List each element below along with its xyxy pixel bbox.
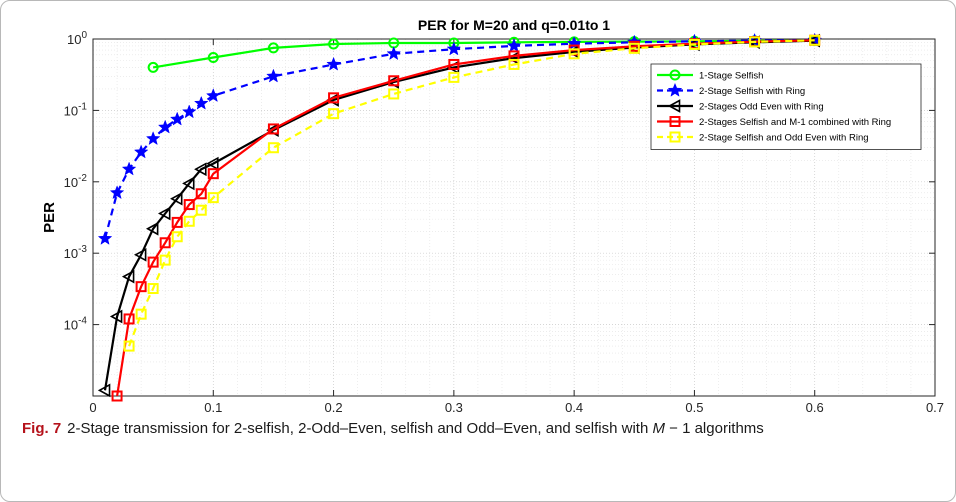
- data-point-series-3: [109, 309, 123, 324]
- data-point-series-4: [448, 58, 460, 70]
- data-point-series-3: [194, 162, 207, 177]
- data-point-series-5: [809, 34, 821, 46]
- data-point-series-3: [170, 191, 183, 206]
- y-tick-label: 100: [67, 30, 87, 47]
- data-point-series-2: [157, 119, 173, 134]
- data-point-series-5: [628, 42, 640, 54]
- data-point-series-2: [133, 144, 149, 159]
- per-chart: 0 0.1 0.2 0.3 0.4 0.5 0.6 0.7 100 10-1 10-2 10-3 10-…: [41, 17, 944, 415]
- data-point-series-2: [386, 46, 402, 61]
- data-point-series-5: [328, 108, 340, 120]
- legend-entry-label: 2-Stage Selfish and Odd Even with Ring: [699, 133, 869, 144]
- data-point-series-2: [326, 56, 341, 71]
- y-tick-label: 10-4: [64, 316, 88, 333]
- data-point-series-4: [183, 199, 195, 211]
- data-point-series-2: [169, 111, 185, 126]
- data-point-series-2: [193, 95, 209, 110]
- data-point-series-5: [568, 48, 580, 60]
- figure-caption: Fig. 7 2-Stage transmission for 2-selfish…: [22, 417, 922, 440]
- y-tick-label: 10-1: [64, 101, 88, 118]
- data-point-series-4: [147, 256, 159, 268]
- data-point-series-2: [97, 230, 113, 245]
- data-point-series-2: [145, 131, 161, 146]
- data-point-series-3: [158, 206, 171, 221]
- data-point-series-1: [207, 52, 219, 64]
- data-point-series-3: [182, 176, 195, 191]
- data-point-series-3: [133, 247, 147, 262]
- data-point-series-2: [109, 185, 125, 200]
- x-tick-label: 0.4: [565, 400, 583, 415]
- x-tick-label: 0: [89, 400, 96, 415]
- data-point-series-5: [171, 231, 183, 243]
- x-tick-label: 0.6: [806, 400, 824, 415]
- caption-math: M: [652, 420, 665, 437]
- data-point-series-5: [123, 340, 135, 352]
- data-point-series-4: [135, 281, 147, 293]
- data-point-series-3: [206, 156, 219, 171]
- data-point-series-2: [181, 104, 197, 119]
- data-point-series-4: [171, 216, 183, 228]
- data-point-series-3: [145, 221, 159, 236]
- data-point-series-2: [121, 161, 137, 176]
- series-line-4: [116, 39, 815, 397]
- legend-marker: [667, 99, 681, 113]
- data-point-series-1: [147, 61, 159, 73]
- data-point-series-4: [159, 237, 171, 249]
- data-point-series-1: [267, 42, 279, 54]
- x-tick-label: 0.2: [325, 400, 343, 415]
- chart-title: PER for M=20 and q=0.01to 1: [418, 17, 610, 33]
- data-point-series-4: [195, 188, 207, 200]
- data-point-series-5: [207, 192, 219, 204]
- legend-entry-label: 2-Stages Odd Even with Ring: [699, 102, 824, 113]
- data-point-series-2: [506, 38, 522, 53]
- data-point-series-4: [207, 168, 219, 180]
- caption-text-after: − 1 algorithms: [664, 420, 764, 437]
- legend-entry-label: 2-Stages Selfish and M-1 combined with R…: [699, 117, 891, 128]
- data-point-series-3: [97, 383, 111, 398]
- data-point-series-5: [267, 142, 279, 154]
- y-tick-label: 10-3: [64, 244, 88, 261]
- caption-text-before: 2-Stage transmission for 2-selfish, 2-Od…: [67, 420, 653, 437]
- data-point-series-2: [266, 68, 281, 83]
- data-point-series-4: [111, 390, 123, 402]
- legend-marker: [669, 116, 681, 127]
- data-point-series-3: [121, 269, 135, 284]
- data-point-series-5: [448, 71, 460, 83]
- series-line-1: [152, 39, 815, 69]
- data-point-series-4: [328, 92, 340, 104]
- x-tick-label: 0.1: [204, 400, 222, 415]
- data-point-series-1: [328, 38, 340, 50]
- data-point-series-5: [508, 58, 520, 70]
- data-point-series-5: [749, 36, 761, 48]
- data-point-series-4: [123, 313, 135, 325]
- legend-marker: [669, 131, 681, 143]
- data-point-series-5: [688, 38, 700, 50]
- data-point-series-5: [135, 308, 147, 320]
- legend-box: [650, 63, 922, 150]
- legend-entry-label: 1-Stage Selfish: [699, 71, 763, 82]
- data-point-series-4: [388, 75, 400, 87]
- x-tick-label: 0.5: [685, 400, 703, 415]
- caption-label: Fig. 7: [22, 420, 62, 437]
- data-point-series-2: [566, 36, 582, 50]
- legend-marker: [667, 82, 683, 97]
- x-tick-label: 0.7: [926, 400, 944, 415]
- legend-entry-label: 2-Stage Selfish with Ring: [699, 86, 805, 97]
- data-point-series-2: [446, 41, 462, 56]
- data-point-series-4: [267, 123, 279, 135]
- x-tick-label: 0.3: [445, 400, 463, 415]
- data-point-series-5: [195, 204, 207, 216]
- data-point-series-5: [147, 283, 159, 295]
- data-point-series-5: [183, 215, 195, 227]
- data-point-series-5: [159, 254, 171, 266]
- y-axis-label: PER: [41, 202, 58, 233]
- y-tick-label: 10-2: [64, 173, 88, 190]
- data-point-series-2: [205, 88, 221, 103]
- data-point-series-5: [388, 88, 400, 100]
- legend-marker: [669, 69, 681, 81]
